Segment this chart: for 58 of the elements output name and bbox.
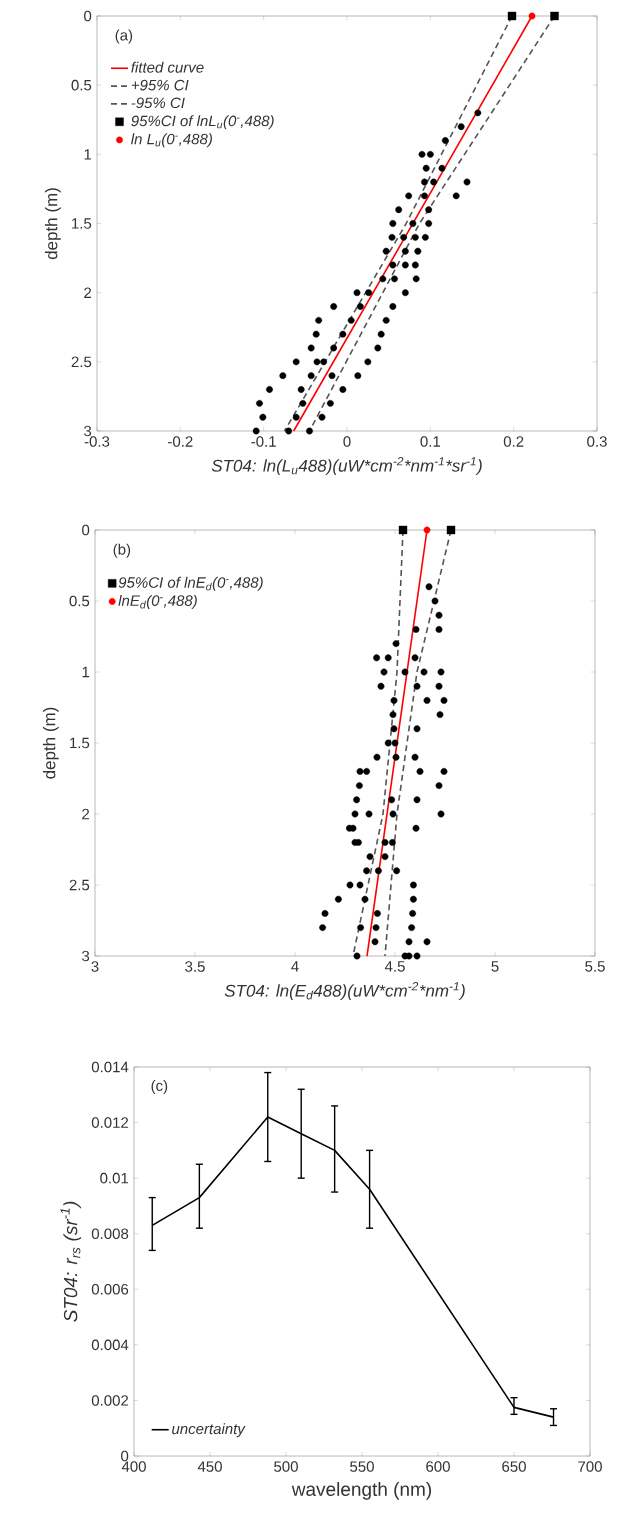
y-tick-label: 1	[82, 666, 90, 678]
x-tick-label: -0.3	[84, 436, 110, 447]
y-tick-label: 0	[84, 10, 92, 22]
legend-label: fitted curve	[131, 61, 204, 73]
x-tick-label: 0.2	[503, 436, 524, 447]
x-tick-label: 650	[502, 1461, 526, 1472]
y-tick-label: 0	[82, 524, 90, 536]
x-tick-label: 4	[291, 961, 299, 972]
legend-label: +95% CI	[131, 79, 189, 91]
x-tick-label: 400	[121, 1461, 146, 1472]
x-tick-label: 3.5	[185, 961, 205, 972]
x-tick-label: 600	[426, 1461, 450, 1472]
y-axis-title: ST04: r$_{rs}$ (sr$^{-1}$)	[60, 1201, 82, 1322]
x-tick-label: 700	[578, 1461, 602, 1472]
x-tick-label: 5	[491, 961, 499, 972]
y-tick-label: 0	[121, 1450, 129, 1462]
y-axis-title: depth (m)	[44, 188, 61, 260]
legend-label: uncertainty	[172, 1423, 246, 1438]
x-tick-label: 0	[343, 436, 351, 447]
y-tick-label: 0.01	[100, 1172, 129, 1184]
y-tick-label: 0.002	[91, 1395, 129, 1406]
y-tick-label: 0.006	[91, 1284, 129, 1295]
x-axis-title: wavelength (nm)	[291, 1482, 432, 1500]
x-tick-label: 0.3	[587, 436, 607, 447]
annotation: (a)	[115, 29, 133, 44]
y-tick-label: 1.5	[72, 218, 92, 229]
y-tick-label: 0.5	[71, 79, 92, 91]
y-tick-label: 0.5	[69, 595, 90, 607]
y-tick-label: 1.5	[70, 737, 90, 749]
legend-label: lnE$_{d}$(0$^{-}$,488)	[118, 594, 197, 609]
y-tick-label: 3	[84, 425, 92, 437]
x-tick-label: 450	[197, 1461, 222, 1472]
x-tick-label: -0.2	[168, 436, 193, 447]
legend-label: 95%CI of lnL$_{u}$(0$^{-}$,488)	[131, 115, 274, 130]
x-tick-label: 5.5	[585, 961, 605, 972]
x-tick-label: 4.5	[384, 961, 405, 972]
y-axis-title: depth (m)	[42, 707, 59, 779]
legend-label: ln L$_{u}$(0$^{-}$,488)	[131, 133, 212, 148]
x-axis-title: ST04: ln(E$_{d}$488)(uW*cm$^{-2}$*nm$^{-1}$)	[224, 982, 465, 1001]
legend-label: 95%CI of lnE$_{d}$(0$^{-}$,488)	[118, 576, 263, 591]
y-tick-label: 0.004	[91, 1339, 129, 1351]
y-tick-label: 0.014	[91, 1061, 129, 1073]
x-tick-label: 500	[274, 1461, 298, 1472]
x-tick-label: 550	[350, 1461, 374, 1472]
y-tick-label: 0.008	[91, 1228, 129, 1240]
x-tick-label: 0.1	[420, 436, 441, 447]
y-tick-label: 2	[84, 287, 92, 298]
annotation: (b)	[113, 543, 131, 558]
y-tick-label: 0.012	[91, 1117, 129, 1128]
legend-label: -95% CI	[131, 97, 185, 109]
y-tick-label: 2.5	[71, 356, 92, 368]
x-tick-label: -0.1	[251, 436, 276, 447]
y-tick-label: 3	[82, 950, 90, 962]
text: ST04: ln(L$_{u}$488)(uW*cm$^{-2}$*nm$^{-1}$*sr$^{-1}$)	[211, 457, 482, 476]
annotation: (c)	[151, 1079, 168, 1094]
y-tick-label: 1	[84, 149, 92, 160]
y-tick-label: 2.5	[69, 879, 90, 891]
y-tick-label: 2	[82, 808, 90, 820]
